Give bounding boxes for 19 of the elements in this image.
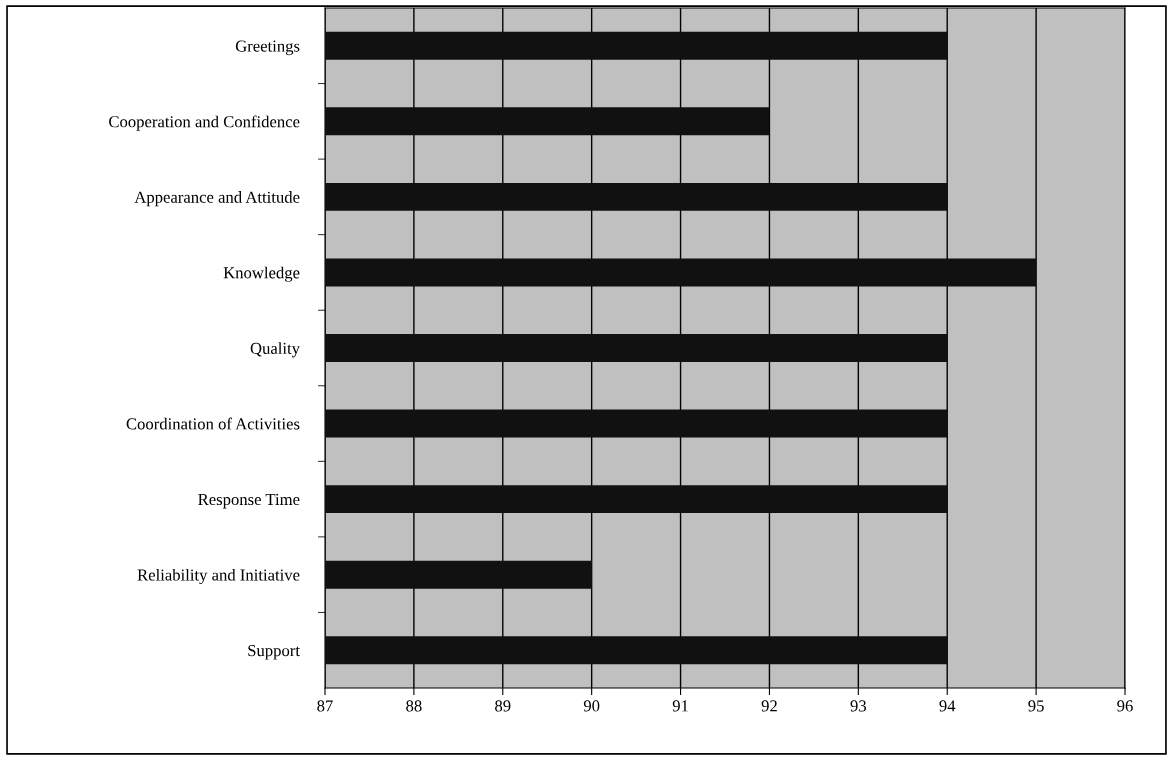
x-tick-label: 94: [939, 700, 956, 712]
x-tick-label: 87: [317, 700, 333, 712]
x-tick-label: 90: [583, 700, 600, 712]
x-tick-label: 91: [672, 700, 688, 712]
x-tick-label: 95: [1028, 700, 1044, 712]
y-tick-label: Reliability and Initiative: [137, 568, 300, 585]
y-tick-label: Greetings: [235, 40, 300, 56]
y-tick-label: Response Time: [198, 493, 300, 509]
y-tick-label: Appearance and Attitude: [134, 191, 300, 207]
x-tick-label: 92: [761, 700, 777, 712]
x-tick-label: 89: [495, 700, 511, 712]
x-tick-label: 93: [850, 700, 867, 712]
y-tick-label: Support: [248, 644, 300, 660]
y-tick-label: Quality: [250, 342, 300, 358]
x-tick-label: 96: [1117, 700, 1133, 712]
y-tick-label: Coordination of Activities: [126, 417, 300, 430]
x-tick-label: 88: [406, 700, 422, 712]
y-tick-label: Knowledge: [223, 266, 300, 282]
y-tick-label: Cooperation and Confidence: [109, 115, 300, 131]
